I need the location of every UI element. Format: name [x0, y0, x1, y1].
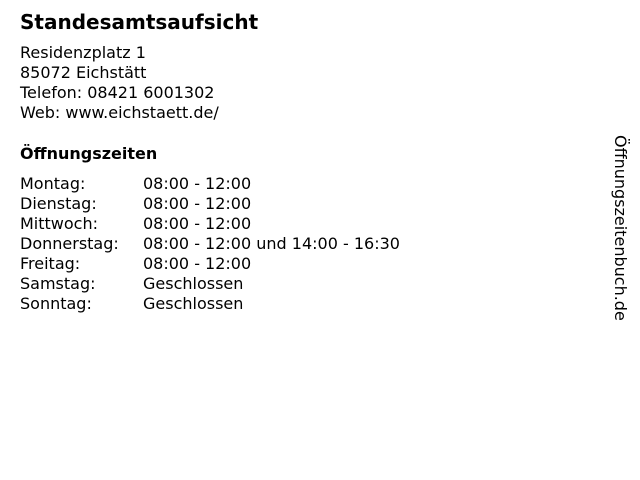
day: Sonntag:	[20, 294, 92, 313]
time: Geschlossen	[143, 274, 244, 293]
hours-row: Dienstag: 08:00 - 12:00	[20, 194, 400, 214]
city: 85072 Eichstätt	[20, 63, 147, 82]
day: Donnerstag:	[20, 234, 119, 253]
day: Montag:	[20, 174, 86, 193]
day: Samstag:	[20, 274, 96, 293]
hours-row: Montag: 08:00 - 12:00	[20, 174, 400, 194]
page-title: Standesamtsaufsicht	[20, 10, 259, 34]
hours-row: Samstag: Geschlossen	[20, 274, 400, 294]
hours-row: Mittwoch: 08:00 - 12:00	[20, 214, 400, 234]
time: 08:00 - 12:00	[143, 254, 252, 273]
day: Dienstag:	[20, 194, 97, 213]
hours-table: Montag: 08:00 - 12:00 Dienstag: 08:00 - 12…	[20, 174, 400, 314]
hours-row: Donnerstag: 08:00 - 12:00 und 14:00 - 16:…	[20, 234, 400, 254]
hours-row: Freitag: 08:00 - 12:00	[20, 254, 400, 274]
brand-watermark: Öffnungszeitenbuch.de	[611, 135, 630, 321]
day: Freitag:	[20, 254, 81, 273]
street: Residenzplatz 1	[20, 43, 146, 62]
time: Geschlossen	[143, 294, 244, 313]
website: Web: www.eichstaett.de/	[20, 103, 219, 122]
time: 08:00 - 12:00	[143, 194, 252, 213]
time: 08:00 - 12:00	[143, 174, 252, 193]
time: 08:00 - 12:00 und 14:00 - 16:30	[143, 234, 400, 253]
day: Mittwoch:	[20, 214, 98, 233]
time: 08:00 - 12:00	[143, 214, 252, 233]
phone: Telefon: 08421 6001302	[20, 83, 215, 102]
address: Residenzplatz 1 85072 Eichstätt Telefon:…	[20, 43, 219, 123]
hours-title: Öffnungszeiten	[20, 144, 158, 163]
hours-row: Sonntag: Geschlossen	[20, 294, 400, 314]
